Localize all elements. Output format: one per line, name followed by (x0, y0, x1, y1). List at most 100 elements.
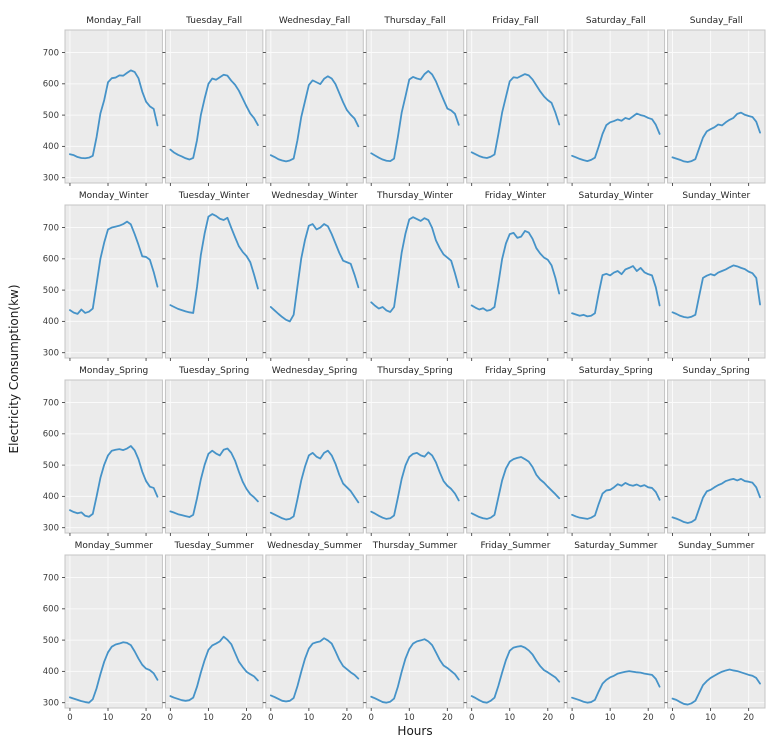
subplot-spine (365, 554, 465, 709)
subplot-spine (667, 379, 766, 534)
consumption-line (571, 670, 661, 704)
y-tick-label: 600 (43, 80, 59, 90)
x-tick-label: 10 (705, 713, 716, 723)
y-tick-label: 500 (43, 461, 59, 471)
x-axis-label: Hours (397, 724, 433, 738)
subplot-title: Monday_Summer (75, 541, 154, 551)
subplot-title: Tuesday_Spring (178, 366, 249, 376)
subplot-title: Sunday_Winter (682, 191, 750, 201)
consumption-line (470, 230, 561, 312)
y-tick-label: 600 (43, 430, 59, 440)
subplot-spine (164, 204, 264, 359)
consumption-line (370, 451, 460, 520)
y-tick-label: 600 (43, 255, 59, 265)
subplot-spine (466, 204, 565, 359)
consumption-line (470, 73, 561, 159)
y-tick-label: 500 (43, 286, 59, 296)
consumption-line (571, 265, 661, 318)
subplot-spine (667, 554, 766, 709)
y-tick-label: 300 (43, 173, 59, 183)
subplot-title: Thursday_Winter (376, 191, 453, 201)
y-tick-label: 400 (43, 142, 59, 152)
subplot-spine (667, 204, 766, 359)
subplot-title: Wednesday_Winter (271, 191, 358, 201)
subplot-spine (265, 204, 364, 359)
x-tick-label: 0 (67, 713, 72, 723)
consumption-line (370, 638, 460, 704)
subplot-spine (64, 29, 163, 184)
consumption-line (269, 223, 360, 323)
subplot-title: Wednesday_Summer (267, 541, 362, 551)
subplot-spine (566, 204, 666, 359)
subplot-spine (566, 29, 666, 184)
subplot-spine (64, 379, 163, 534)
subplot-spine (164, 379, 264, 534)
subplot-spine (566, 554, 666, 709)
subplot-spine (566, 379, 666, 534)
subplot-spine (164, 29, 264, 184)
subplot-title: Saturday_Winter (578, 191, 653, 201)
subplot-title: Thursday_Summer (372, 541, 458, 551)
subplot-spine (265, 29, 364, 184)
y-tick-label: 700 (43, 48, 59, 58)
subplot-spine (466, 379, 565, 534)
x-tick-label: 20 (241, 713, 252, 723)
consumption-line (69, 641, 159, 704)
subplot-title: Sunday_Summer (678, 541, 755, 551)
x-tick-label: 20 (442, 713, 453, 723)
x-tick-label: 20 (342, 713, 353, 723)
x-tick-label: 10 (605, 713, 616, 723)
x-tick-label: 0 (369, 713, 374, 723)
x-tick-label: 20 (743, 713, 754, 723)
consumption-line (169, 213, 259, 314)
y-tick-label: 700 (43, 398, 59, 408)
subplot-spine (265, 379, 364, 534)
subplot-title: Monday_Fall (86, 16, 141, 26)
subplot-spine (365, 29, 465, 184)
subplot-title: Saturday_Summer (574, 541, 658, 551)
subplot-title: Friday_Summer (480, 541, 550, 551)
subplot-title: Saturday_Fall (586, 16, 646, 26)
consumption-line (69, 69, 159, 160)
subplot-spine (265, 554, 364, 709)
subplot-title: Monday_Spring (79, 366, 148, 376)
x-tick-label: 10 (504, 713, 515, 723)
y-tick-label: 300 (43, 523, 59, 533)
consumption-line (671, 264, 761, 319)
y-tick-label: 500 (43, 111, 59, 121)
subplot-title: Friday_Spring (485, 366, 546, 376)
consumption-line (571, 482, 661, 520)
subplot-spine (365, 204, 465, 359)
x-tick-label: 20 (542, 713, 553, 723)
subplot-spine (667, 29, 766, 184)
x-tick-label: 10 (203, 713, 214, 723)
consumption-line (169, 447, 259, 518)
subplot-title: Monday_Winter (79, 191, 149, 201)
consumption-line (370, 70, 460, 163)
y-tick-label: 600 (43, 605, 59, 615)
x-tick-label: 10 (404, 713, 415, 723)
consumption-line (169, 635, 259, 702)
x-tick-label: 0 (670, 713, 675, 723)
subplot-title: Sunday_Spring (683, 366, 750, 376)
consumption-line (470, 456, 561, 520)
consumption-line (269, 449, 360, 521)
subplot-title: Wednesday_Spring (272, 366, 358, 376)
y-tick-label: 300 (43, 348, 59, 358)
consumption-line (169, 73, 259, 161)
x-tick-label: 10 (103, 713, 114, 723)
consumption-line (370, 216, 460, 313)
subplot-spine (164, 554, 264, 709)
consumption-line (671, 477, 761, 524)
y-tick-label: 400 (43, 317, 59, 327)
y-tick-label: 700 (43, 223, 59, 233)
consumption-line (671, 111, 761, 163)
consumption-line (69, 445, 159, 518)
subplot-spine (64, 204, 163, 359)
x-tick-label: 20 (141, 713, 152, 723)
x-tick-label: 0 (168, 713, 173, 723)
subplot-title: Thursday_Fall (383, 16, 445, 26)
subplot-title: Thursday_Spring (376, 366, 452, 376)
